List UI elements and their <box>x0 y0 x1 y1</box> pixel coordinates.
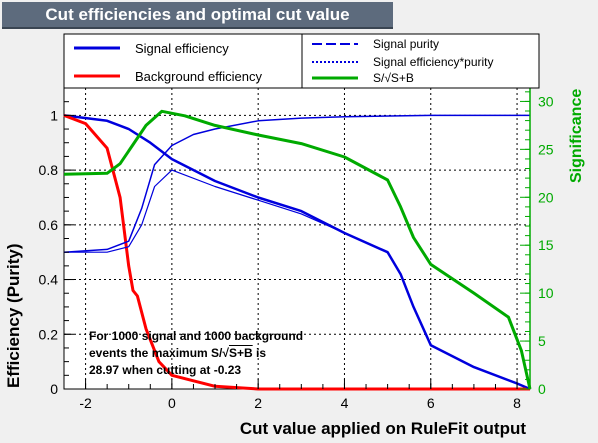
annotation-line-1: For 1000 signal and 1000 background <box>89 329 304 343</box>
chart-title: Cut efficiencies and optimal cut value <box>2 2 393 29</box>
curve-signal-purity <box>63 114 530 253</box>
x-tick-label-5: 8 <box>513 395 521 411</box>
legend-signal-efficiency: Signal efficiency <box>135 41 229 56</box>
y-axis-title: Efficiency (Purity) <box>4 243 23 388</box>
x-tick-label-2: 2 <box>254 395 262 411</box>
legend: Signal efficiency Background efficiency … <box>63 33 540 89</box>
x-tick-label-3: 4 <box>341 395 349 411</box>
y2-tick-label-1: 5 <box>538 333 546 349</box>
y2-axis-title: Significance <box>568 89 585 183</box>
y-tick-label-4: 0.8 <box>39 162 59 178</box>
y2-tick-label-0: 0 <box>538 381 546 397</box>
y2-tick-label-6: 30 <box>538 93 554 109</box>
curve-background-efficiency <box>63 113 530 391</box>
x-tick-label-1: 0 <box>168 395 176 411</box>
x-tick-label-0: -2 <box>79 395 92 411</box>
curve-signal-efficiency-purity <box>64 169 531 390</box>
y-tick-label-5: 1 <box>50 107 58 123</box>
significance-annotation: For 1000 signal and 1000 background even… <box>89 328 303 379</box>
legend-signal-purity: Signal purity <box>373 37 439 51</box>
annotation-line-2: events the maximum S/√S+B is <box>89 346 267 360</box>
curve-significance <box>63 109 532 390</box>
legend-significance: S/√S+B <box>373 71 414 85</box>
y2-tick-label-4: 20 <box>538 189 554 205</box>
x-tick-label-4: 6 <box>427 395 435 411</box>
curves <box>63 109 532 391</box>
y2-tick-label-3: 15 <box>538 237 554 253</box>
legend-background-efficiency: Background efficiency <box>135 69 262 84</box>
y-tick-label-0: 0 <box>50 381 58 397</box>
annotation-line-3: 28.97 when cutting at -0.23 <box>89 363 242 377</box>
x-axis-title: Cut value applied on RuleFit output <box>240 419 526 438</box>
y-tick-label-2: 0.4 <box>39 272 59 288</box>
legend-signal-efficiency-purity: Signal efficiency*purity <box>373 55 494 69</box>
y2-tick-label-5: 25 <box>538 141 554 157</box>
y-tick-label-1: 0.2 <box>39 326 59 342</box>
y-tick-label-3: 0.6 <box>39 217 59 233</box>
y2-tick-label-2: 10 <box>538 285 554 301</box>
